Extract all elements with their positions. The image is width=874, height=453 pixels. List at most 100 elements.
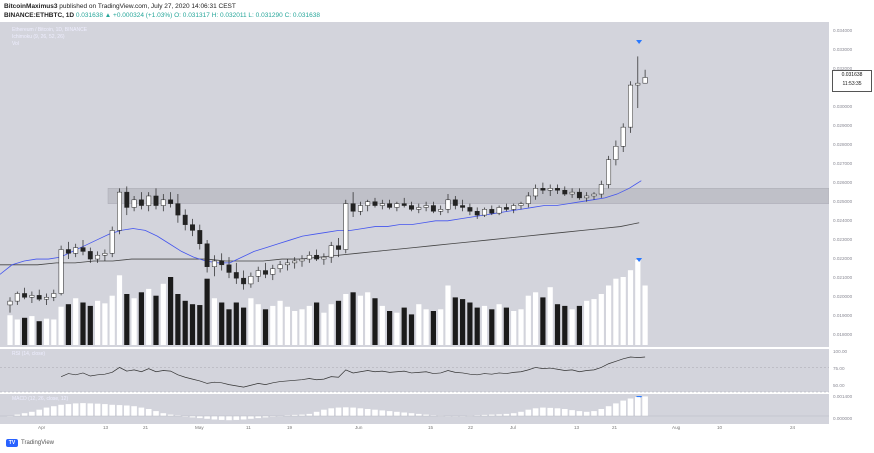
volume-bar xyxy=(131,298,137,345)
volume-bar xyxy=(503,307,509,345)
macd-histogram-bar xyxy=(547,407,553,416)
price-tick-label: 0.024000 xyxy=(833,218,853,223)
legend-vol[interactable]: Vol xyxy=(12,41,19,47)
macd-histogram-bar xyxy=(620,400,626,416)
macd-histogram-bar xyxy=(562,409,568,416)
candle-body xyxy=(226,264,232,273)
kijun-line xyxy=(0,222,640,266)
last-price-value: 0.031638 xyxy=(841,72,863,78)
candle-body xyxy=(73,247,79,254)
volume-bar xyxy=(277,300,283,345)
macd-histogram-bar xyxy=(532,408,539,416)
rsi-tick-label: 100.00 xyxy=(833,349,848,354)
volume-bar xyxy=(95,300,101,345)
macd-histogram-bar xyxy=(109,404,115,416)
chart-canvas[interactable] xyxy=(0,0,829,425)
candle-body xyxy=(357,205,363,212)
candle-body xyxy=(642,77,648,84)
time-tick-label: 21 xyxy=(612,425,618,430)
volume-bar xyxy=(525,295,531,345)
volume-bar xyxy=(569,309,575,345)
volume-bar xyxy=(87,305,93,345)
macd-histogram-bar xyxy=(58,404,64,416)
tradingview-logo-icon: TV xyxy=(6,439,18,447)
rsi-axis[interactable]: 100.00 75.00 50.00 xyxy=(829,349,874,392)
volume-bar xyxy=(160,283,166,345)
volume-bar xyxy=(430,311,436,345)
candle-body xyxy=(175,203,181,216)
candle-body xyxy=(489,209,495,214)
volume-bar xyxy=(328,304,334,345)
price-pane[interactable] xyxy=(0,22,829,347)
macd-axis[interactable]: 0.001400 0.000000 xyxy=(829,394,874,424)
legend-macd[interactable]: MACD (12, 26, close, 12) xyxy=(12,396,69,402)
time-axis[interactable]: Apr 13 21 May 11 19 Jun 15 22 Jul 13 21 Aug 10 24 xyxy=(0,425,829,435)
price-tick-label: 0.028000 xyxy=(833,142,853,147)
time-tick-label: 13 xyxy=(103,425,109,430)
candle-body xyxy=(255,270,261,277)
volume-bar xyxy=(547,287,553,345)
volume-bar xyxy=(394,312,400,345)
volume-bar xyxy=(416,304,422,345)
time-tick-label: 24 xyxy=(790,425,796,430)
macd-histogram-bar xyxy=(613,403,619,416)
macd-histogram-bar xyxy=(489,414,495,416)
macd-histogram-bar xyxy=(518,411,524,416)
volume-bar xyxy=(489,309,495,345)
volume-bar xyxy=(460,299,466,345)
volume-bar xyxy=(335,300,342,345)
author-name[interactable]: BitcoinMaximus3 xyxy=(4,3,58,10)
candle-body xyxy=(44,297,49,300)
candle-body xyxy=(562,189,568,195)
candle-body xyxy=(474,211,480,216)
macd-histogram-bar xyxy=(576,411,583,416)
macd-histogram-bar xyxy=(291,414,298,416)
macd-histogram-bar xyxy=(51,406,57,416)
macd-histogram-bar xyxy=(80,403,86,416)
macd-histogram-bar xyxy=(21,413,28,416)
candle-body xyxy=(29,295,35,298)
tradingview-footer[interactable]: TV TradingView xyxy=(6,439,54,447)
tenkan-line xyxy=(0,180,642,275)
volume-bar xyxy=(540,297,546,345)
macd-pane[interactable] xyxy=(0,394,829,424)
candle-body xyxy=(102,253,108,256)
candle-body xyxy=(314,254,320,260)
macd-histogram-bar xyxy=(335,407,342,416)
candle-body xyxy=(36,295,42,300)
macd-histogram-bar xyxy=(408,413,415,416)
macd-histogram-bar xyxy=(554,408,561,416)
candle-body xyxy=(292,260,298,264)
volume-marker-icon xyxy=(636,258,643,262)
candle-body xyxy=(299,258,305,262)
volume-bar xyxy=(627,270,634,345)
macd-histogram-bar xyxy=(627,398,634,416)
volume-bar xyxy=(314,302,320,345)
candle-body xyxy=(555,188,560,191)
candle-body xyxy=(467,207,473,212)
volume-bar xyxy=(80,302,86,345)
macd-histogram-bar xyxy=(328,408,334,416)
candle-body xyxy=(321,256,327,260)
legend-rsi[interactable]: RSI (14, close) xyxy=(12,351,46,357)
volume-bar xyxy=(175,294,181,345)
candle-body xyxy=(284,262,290,266)
macd-histogram-bar xyxy=(262,416,269,418)
macd-histogram-bar xyxy=(116,405,123,416)
price-tick-label: 0.030000 xyxy=(833,104,853,109)
candle-body xyxy=(394,203,400,208)
candle-body xyxy=(606,159,612,185)
candle-body xyxy=(576,191,582,199)
macd-histogram-bar xyxy=(496,414,502,416)
legend-ichimoku[interactable]: Ichimoku (9, 26, 52, 26) xyxy=(12,34,65,40)
legend-symbol[interactable]: Ethereum / Bitcoin, 1D, BINANCE xyxy=(12,27,88,33)
candle-body xyxy=(131,199,137,208)
rsi-pane[interactable] xyxy=(0,349,829,392)
macd-histogram-bar xyxy=(416,413,422,416)
candle-body xyxy=(263,270,268,275)
price-tick-label: 0.029000 xyxy=(833,123,853,128)
volume-bar xyxy=(357,295,363,345)
volume-bar xyxy=(146,288,152,345)
price-tick-label: 0.021000 xyxy=(833,275,853,280)
macd-histogram-bar xyxy=(145,409,152,416)
